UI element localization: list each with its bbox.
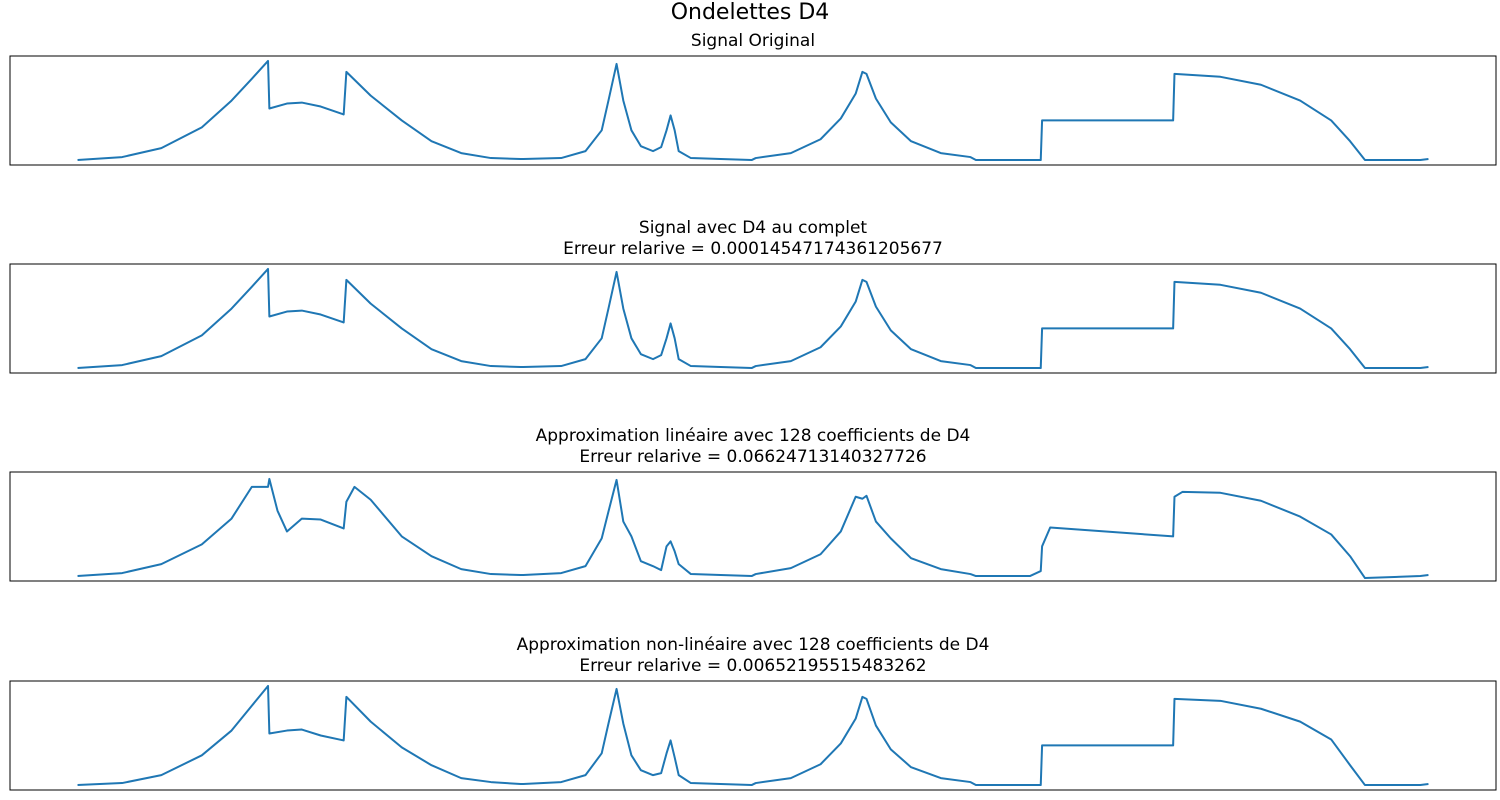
subplot-subtitle: Erreur relarive = 0.00014547174361205677 (563, 239, 943, 259)
signal-line (77, 684, 1429, 787)
axes-frame (9, 263, 1497, 374)
signal-line (77, 267, 1429, 370)
axes-frame (9, 471, 1497, 582)
figure-title: Ondelettes D4 (671, 0, 830, 25)
subplot-title: Signal Original (691, 31, 815, 51)
signal-line (77, 477, 1429, 580)
subplot-title: Signal avec D4 au complet (639, 218, 867, 238)
signal-line (77, 59, 1429, 162)
subplot-title: Approximation linéaire avec 128 coeffici… (536, 426, 971, 446)
axes-frame (9, 680, 1497, 791)
subplot-subtitle: Erreur relarive = 0.00652195515483262 (579, 656, 926, 676)
axes-frame (9, 55, 1497, 166)
subplot-subtitle: Erreur relarive = 0.06624713140327726 (579, 447, 926, 467)
subplot-title: Approximation non-linéaire avec 128 coef… (517, 635, 990, 655)
